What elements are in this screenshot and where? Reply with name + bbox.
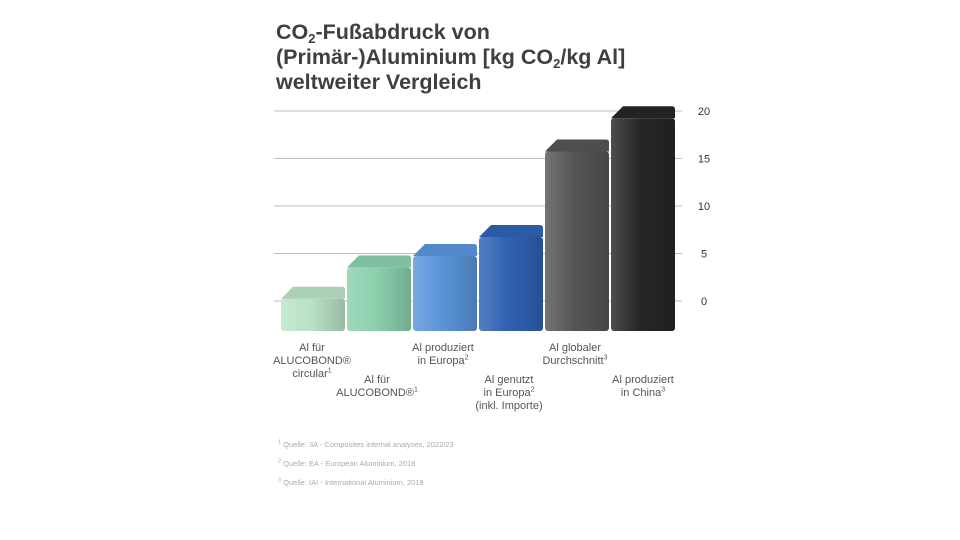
bar-top [545, 139, 609, 152]
bar-top [413, 244, 477, 256]
footnote-2: 2 Quelle: EA - European Aluminium, 2018 [278, 458, 416, 468]
bar-top [347, 255, 411, 268]
category-label-alucobond: Al für ALUCOBOND®1 [336, 374, 418, 399]
bar [347, 255, 411, 331]
y-tick-label: 10 [698, 201, 710, 213]
y-tick-label: 0 [701, 296, 707, 308]
bar-face [347, 267, 411, 331]
bar-face [611, 118, 675, 331]
chart-title: CO2-Fußabdruck von (Primär-)Aluminium [k… [276, 20, 625, 95]
bar [611, 106, 675, 331]
category-label-used-europe: Al genutzt in Europa2 (inkl. Importe) [475, 374, 543, 412]
bar [545, 139, 609, 331]
footnote-1: 1 Quelle: 3A - Composites internal analy… [278, 439, 454, 449]
category-label-produced-europe: Al produziert in Europa2 [412, 342, 474, 367]
category-label-alucobond-circular: Al für ALUCOBOND® circular1 [273, 342, 351, 380]
y-tick-label: 15 [698, 154, 710, 166]
bar-face [479, 237, 543, 331]
category-label-global-average: Al globaler Durchschnitt3 [542, 342, 608, 367]
bar [281, 286, 345, 331]
y-tick-label: 20 [698, 106, 710, 118]
bar-face [281, 298, 345, 331]
footnote-3: 3 Quelle: IAI - International Aluminium,… [278, 477, 424, 487]
bar-top [281, 286, 345, 299]
bar [413, 244, 477, 331]
title-line-2: (Primär-)Aluminium [kg CO2/kg Al] [276, 45, 626, 71]
category-label-produced-china: Al produziert in China3 [612, 374, 674, 399]
bar-top [479, 225, 543, 237]
title-line-3: weltweiter Vergleich [276, 70, 482, 94]
bar-face [413, 256, 477, 331]
bar-top [611, 106, 675, 119]
bar-face [545, 151, 609, 331]
y-tick-label: 5 [701, 249, 707, 261]
bar [479, 225, 543, 331]
title-line-1: CO2-Fußabdruck von [276, 20, 490, 46]
